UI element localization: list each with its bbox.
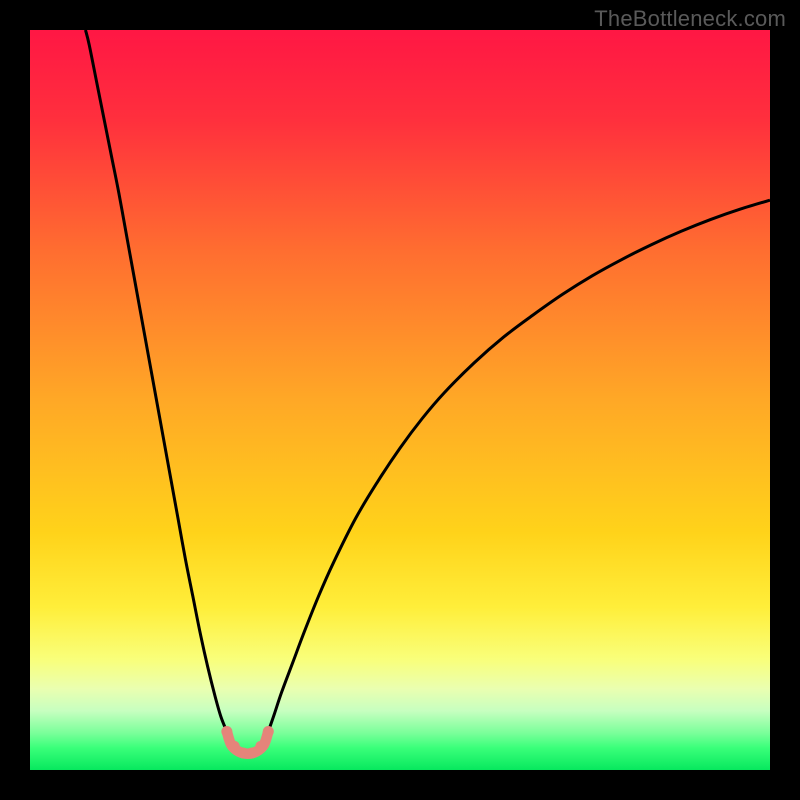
trough-marker [221,726,232,737]
plot-area [30,30,770,770]
curve-left-branch [86,30,227,732]
trough-marker [263,726,274,737]
watermark-text: TheBottleneck.com [594,6,786,32]
trough-marker [255,741,266,752]
curve-right-branch [268,200,770,731]
curve-layer [30,30,770,770]
trough-marker [247,747,258,758]
chart-frame: TheBottleneck.com [0,0,800,800]
trough-marker [229,741,240,752]
